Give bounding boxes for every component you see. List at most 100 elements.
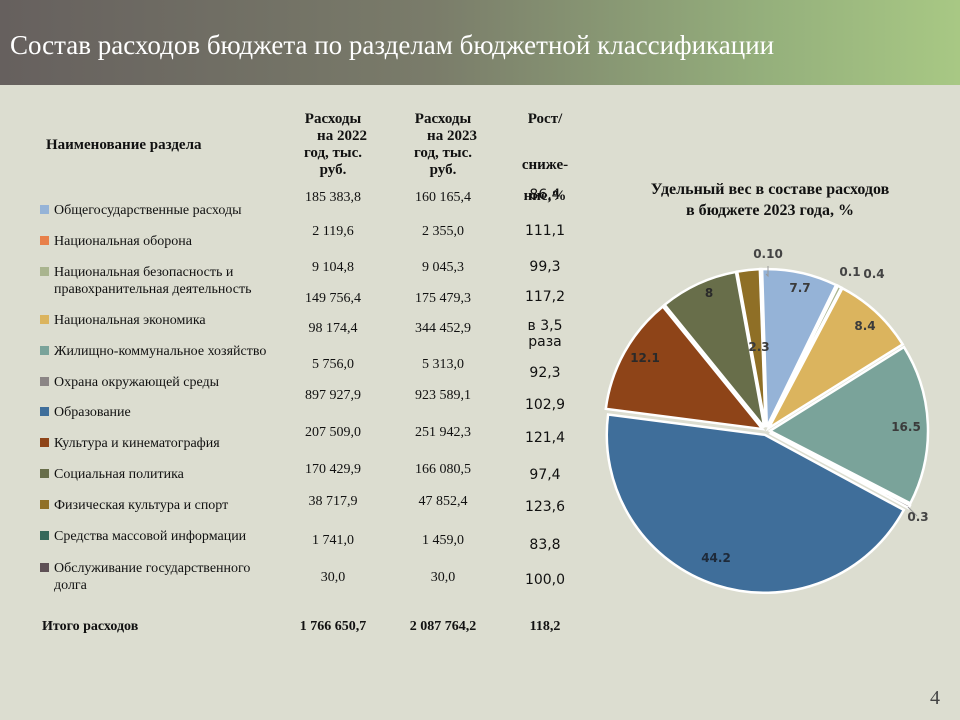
value-2023: 175 479,3	[415, 291, 471, 306]
growth-value: 99,3	[500, 259, 590, 275]
value-2022: 185 383,8	[305, 190, 361, 205]
row-name-line: Средства массовой информации	[54, 529, 247, 544]
legend-swatch	[40, 236, 49, 245]
growth-value: 97,4	[500, 467, 590, 483]
legend-swatch	[40, 267, 49, 276]
value-2023: 1 459,0	[422, 533, 464, 548]
table-row-label: Общегосударственные расходы	[40, 202, 241, 219]
row-name-line: Обслуживание государственного	[54, 561, 251, 576]
header-2022-line: год, тыс.	[303, 145, 363, 161]
pie-data-label: 0.10	[753, 247, 783, 261]
row-name-line: Национальная безопасность и	[54, 265, 234, 280]
pie-data-label: 0.3	[907, 510, 928, 524]
pie-data-label: 16.5	[891, 420, 921, 434]
pie-chart-title: Удельный вес в составе расходов в бюджет…	[620, 179, 920, 221]
row-name-line: Национальная экономика	[54, 313, 206, 328]
value-2023: 47 852,4	[418, 494, 468, 509]
header-2022-line: Расходы	[304, 111, 362, 127]
pie-data-label: 44.2	[701, 551, 731, 565]
value-2023: 923 589,1	[415, 388, 471, 403]
pie-slice	[662, 270, 766, 429]
header-2023: Расходы на 2023 год, тыс. руб.	[388, 111, 498, 179]
row-name-line: Общегосударственные расходы	[54, 203, 242, 218]
growth-value: 100,0	[500, 572, 590, 588]
table-row-label: Образование	[40, 404, 131, 421]
growth-line: 86,4	[529, 187, 561, 203]
value-2023: 2 355,0	[422, 224, 464, 239]
pie-slice	[766, 284, 844, 429]
legend-swatch	[40, 563, 49, 572]
row-name-line: Культура и кинематография	[54, 436, 220, 451]
pie-slice	[604, 304, 766, 431]
value-2022: 98 174,4	[308, 321, 358, 336]
legend-swatch	[40, 377, 49, 386]
value-2022: 2 119,6	[312, 224, 354, 239]
value-2023: 5 313,0	[422, 357, 464, 372]
legend-swatch	[40, 531, 49, 540]
value-2022: 149 756,4	[305, 291, 361, 306]
table-row-label: Социальная политика	[40, 466, 184, 483]
legend-swatch	[40, 346, 49, 355]
row-name-line: Национальная оборона	[54, 234, 192, 249]
header-growth-line: Рост/	[527, 111, 563, 127]
legend-swatch	[40, 469, 49, 478]
header-2023-line: руб.	[429, 162, 457, 178]
slide-title: Состав расходов бюджета по разделам бюдж…	[10, 30, 775, 60]
header-2022: Расходы на 2022 год, тыс. руб.	[278, 111, 388, 179]
total-growth: 118,2	[529, 619, 561, 634]
growth-line: 92,3	[529, 365, 561, 381]
row-name-line: правохранительная деятельность	[54, 282, 252, 297]
growth-value: 121,4	[500, 430, 590, 446]
value-2023: 251 942,3	[415, 425, 471, 440]
total-2022: 1 766 650,7	[299, 619, 367, 634]
value-2023: 160 165,4	[415, 190, 471, 205]
value-2023: 344 452,9	[415, 321, 471, 336]
value-2022: 38 717,9	[308, 494, 358, 509]
page-number: 4	[930, 687, 940, 709]
table-row-label: Культура и кинематография	[40, 435, 220, 452]
header-2022-line: руб.	[319, 162, 347, 178]
legend-swatch	[40, 205, 49, 214]
value-2022: 207 509,0	[305, 425, 361, 440]
label-leader-line	[907, 506, 918, 517]
pie-data-label: 8.4	[854, 319, 875, 333]
label-leader-line	[765, 266, 769, 278]
pie-slice	[735, 267, 767, 428]
table-row-label: Охрана окружающей среды	[40, 374, 219, 391]
pie-title-line: в бюджете 2023 года, %	[686, 202, 854, 219]
growth-value: 111,1	[500, 223, 590, 239]
pie-data-label: 8	[705, 286, 713, 300]
growth-line: 102,9	[524, 397, 566, 413]
table-row-label: Национальная оборона	[40, 233, 192, 250]
table-row-label: Обслуживание государственного долга	[40, 560, 250, 594]
pie-data-label: 7.7	[789, 281, 810, 295]
value-2022: 5 756,0	[312, 357, 354, 372]
row-name-line: Жилищно-коммунальное хозяйство	[54, 344, 267, 359]
growth-value: 92,3	[500, 365, 590, 381]
value-2022: 897 927,9	[305, 388, 361, 403]
value-2022: 170 429,9	[305, 462, 361, 477]
value-2022: 30,0	[320, 570, 346, 585]
pie-data-label: 12.1	[630, 351, 660, 365]
value-2023: 30,0	[430, 570, 456, 585]
row-name-line: Физическая культура и спорт	[54, 498, 229, 513]
legend-swatch	[40, 438, 49, 447]
row-name-line: долга	[54, 578, 87, 593]
table-row-label: Национальная экономика	[40, 312, 206, 329]
pie-slice	[765, 286, 905, 432]
row-name-line: Социальная политика	[54, 467, 184, 482]
growth-value: 123,6	[500, 499, 590, 515]
header-growth-line: сниже-	[521, 157, 569, 173]
total-label: Итого расходов	[42, 619, 139, 634]
header-2023-line: Расходы	[414, 111, 472, 127]
growth-line: 97,4	[529, 467, 561, 483]
table-row-label: Национальная безопасность и правохранител…	[40, 264, 251, 298]
pie-slice	[605, 413, 906, 595]
table-row-label: Жилищно-коммунальное хозяйство	[40, 343, 266, 360]
growth-line: 83,8	[529, 537, 561, 553]
legend-swatch	[40, 315, 49, 324]
value-2023: 166 080,5	[415, 462, 471, 477]
pie-data-label: 2.3	[748, 340, 769, 354]
header-2022-line: на 2022	[317, 128, 367, 144]
table-row-label: Физическая культура и спорт	[40, 497, 228, 514]
